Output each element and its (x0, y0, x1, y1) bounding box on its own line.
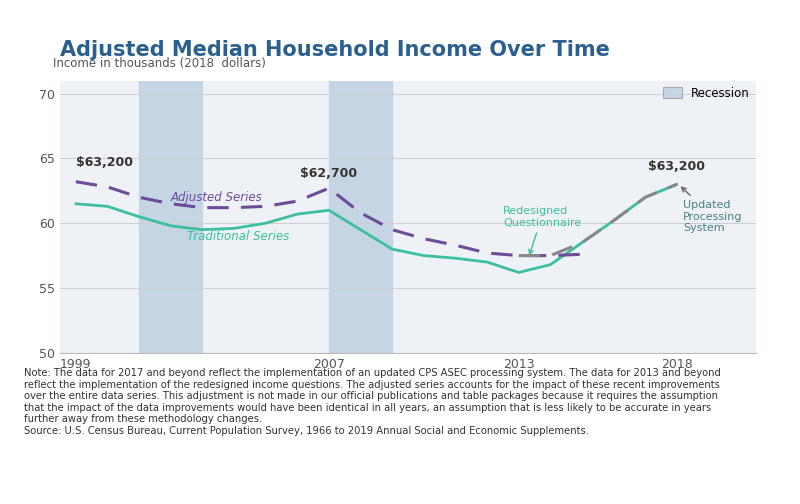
Bar (329, 81, 392, 353)
Text: $63,200: $63,200 (76, 156, 133, 169)
Text: Adjusted Median Household Income Over Time: Adjusted Median Household Income Over Ti… (60, 40, 610, 60)
Text: Redesigned
Questionnaire: Redesigned Questionnaire (503, 206, 581, 254)
Text: Income in thousands (2018  dollars): Income in thousands (2018 dollars) (53, 57, 266, 70)
Bar (139, 81, 202, 353)
Text: Traditional Series: Traditional Series (186, 230, 289, 242)
Text: $63,200: $63,200 (649, 160, 706, 173)
Text: Adjusted Series: Adjusted Series (170, 191, 262, 204)
Text: Note: The data for 2017 and beyond reflect the implementation of an updated CPS : Note: The data for 2017 and beyond refle… (24, 368, 721, 436)
Legend: Recession: Recession (663, 87, 750, 100)
Text: $62,700: $62,700 (301, 167, 358, 180)
Text: Updated
Processing
System: Updated Processing System (682, 187, 742, 233)
